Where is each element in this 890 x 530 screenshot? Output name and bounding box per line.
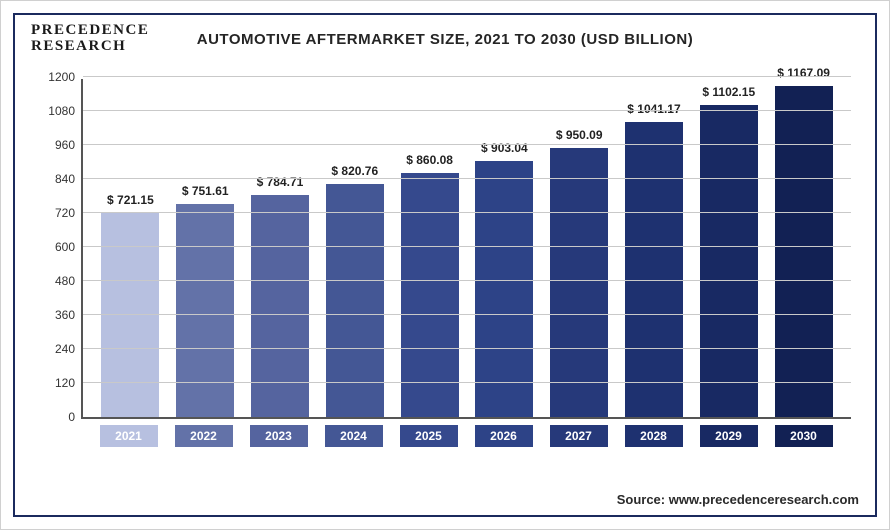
bar-value-label: $ 820.76 [331,164,378,178]
y-tick-label: 600 [35,240,75,254]
bars-container: $ 721.15 $ 751.61 $ 784.71 $ 820.76 $ 860.08… [83,79,851,417]
y-tick-label: 480 [35,274,75,288]
bar-rect [401,173,459,417]
bar-rect [251,195,309,417]
grid-line [83,246,851,247]
chart-area: $ 721.15 $ 751.61 $ 784.71 $ 820.76 $ 860.08… [81,79,851,459]
bar-value-label: $ 721.15 [107,193,154,207]
bar-value-label: $ 751.61 [182,184,229,198]
x-tick-label: 2026 [475,425,533,447]
x-tick-label: 2027 [550,425,608,447]
bar-rect [550,148,608,417]
bar: $ 903.04 [475,161,533,417]
x-tick-label: 2023 [250,425,308,447]
y-tick-label: 840 [35,172,75,186]
bar: $ 860.08 [401,173,459,417]
bar-rect [775,86,833,417]
grid-line [83,348,851,349]
y-tick-label: 120 [35,376,75,390]
grid-line [83,144,851,145]
x-tick-label: 2025 [400,425,458,447]
bar: $ 784.71 [251,195,309,417]
x-tick-label: 2021 [100,425,158,447]
grid-line [83,76,851,77]
y-tick-label: 960 [35,138,75,152]
x-tick-label: 2022 [175,425,233,447]
bar: $ 1102.15 [700,105,758,417]
grid-line [83,212,851,213]
x-tick-label: 2029 [700,425,758,447]
grid-line [83,314,851,315]
bar: $ 751.61 [176,204,234,417]
chart-title: AUTOMOTIVE AFTERMARKET SIZE, 2021 TO 203… [1,31,889,48]
y-tick-label: 0 [35,410,75,424]
bar-rect [475,161,533,417]
y-tick-label: 240 [35,342,75,356]
bar-value-label: $ 860.08 [406,153,453,167]
bar-rect [700,105,758,417]
bar-value-label: $ 1102.15 [702,85,755,99]
x-tick-label: 2028 [625,425,683,447]
y-tick-label: 360 [35,308,75,322]
y-tick-label: 1080 [35,104,75,118]
x-tick-label: 2024 [325,425,383,447]
y-tick-label: 1200 [35,70,75,84]
grid-line [83,178,851,179]
bar-value-label: $ 950.09 [556,128,603,142]
bar-value-label: $ 1167.09 [777,66,830,80]
x-tick-label: 2030 [775,425,833,447]
bar-value-label: $ 784.71 [257,175,304,189]
bar-rect [176,204,234,417]
grid-line [83,280,851,281]
x-axis-labels: 2021 2022 2023 2024 2025 2026 2027 2028 2029 2030 [81,421,851,447]
bar: $ 1167.09 [775,86,833,417]
grid-line [83,110,851,111]
plot-region: $ 721.15 $ 751.61 $ 784.71 $ 820.76 $ 860.08… [81,79,851,419]
source-text: Source: www.precedenceresearch.com [617,492,859,507]
bar-rect [625,122,683,417]
grid-line [83,382,851,383]
y-tick-label: 720 [35,206,75,220]
bar: $ 1041.17 [625,122,683,417]
bar: $ 950.09 [550,148,608,417]
